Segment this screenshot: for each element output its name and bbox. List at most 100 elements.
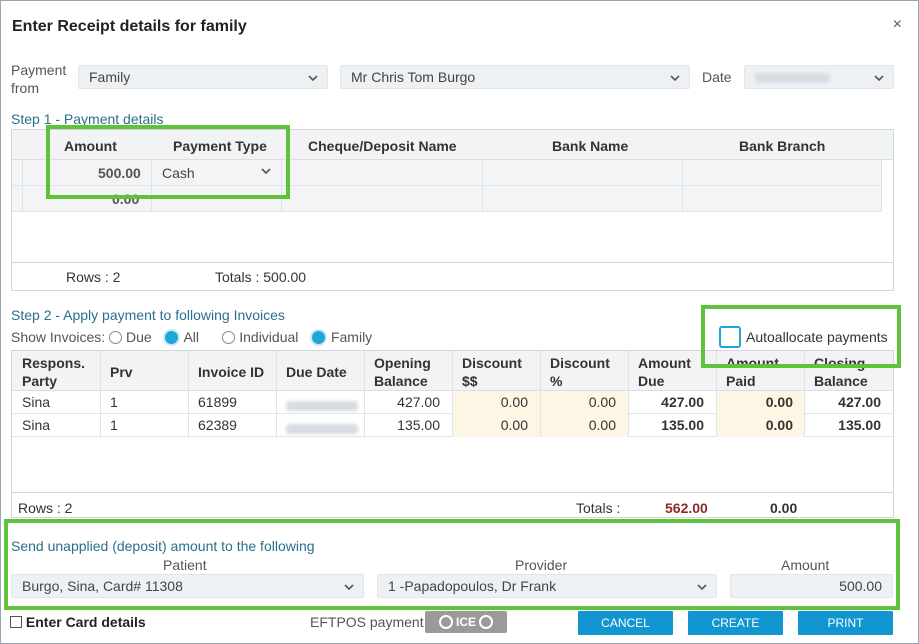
closing-balance-cell: 427.00 — [838, 394, 881, 410]
total-amount-paid: 0.00 — [770, 500, 798, 516]
divider — [281, 160, 282, 212]
invoice-row[interactable]: Sina 1 62389 135.00 0.00 0.00 135.00 0.0… — [12, 414, 893, 437]
provider-label: Provider — [515, 557, 568, 573]
payment-row[interactable]: 0.00 — [12, 186, 881, 212]
divider — [12, 262, 893, 263]
radio-individual-label: Individual — [239, 329, 299, 345]
step1-title: Step 1 - Payment details — [11, 111, 164, 127]
due-date-redacted — [286, 397, 358, 413]
print-button[interactable]: PRINT — [798, 611, 893, 635]
discount-percent-cell[interactable]: 0.00 — [588, 417, 616, 433]
col-amount-due: Amount Due — [638, 355, 691, 389]
payment-from-label: Payment from — [11, 61, 66, 97]
step2-totals-label: Totals : — [576, 500, 621, 516]
payment-amount-cell[interactable]: 500.00 — [98, 165, 141, 181]
cancel-button[interactable]: CANCEL — [578, 611, 673, 635]
due-date-redacted — [286, 420, 358, 436]
chevron-down-icon[interactable] — [260, 164, 272, 180]
invoice-row[interactable]: Sina 1 61899 427.00 0.00 0.00 427.00 0.0… — [12, 391, 893, 414]
chevron-down-icon — [343, 575, 355, 597]
invoice-id-cell: 61899 — [198, 394, 237, 410]
divider — [804, 351, 805, 437]
divider — [482, 160, 483, 212]
divider — [12, 492, 893, 493]
card-details-group[interactable]: Enter Card details — [10, 614, 146, 630]
col-due-date: Due Date — [286, 364, 347, 380]
party-cell: Sina — [22, 417, 51, 433]
provider-value: 1 -Papadopoulos, Dr Frank — [388, 578, 557, 594]
payment-type-cell[interactable]: Cash — [162, 165, 195, 181]
col-invoice-id: Invoice ID — [198, 364, 265, 380]
eftpos-label: EFTPOS payment — [310, 614, 424, 630]
payment-from-label-line2: from — [11, 80, 39, 96]
payment-from-person-value: Mr Chris Tom Burgo — [351, 69, 476, 85]
eftpos-logo-icon[interactable]: ICE — [425, 611, 507, 633]
col-discount-dollars: Discount $$ — [462, 355, 522, 389]
chevron-down-icon — [696, 575, 708, 597]
dialog-title: Enter Receipt details for family — [12, 18, 247, 35]
col-opening-balance: Opening Balance — [374, 355, 431, 389]
discount-cell[interactable]: 0.00 — [500, 394, 528, 410]
show-invoices-label: Show Invoices: — [11, 329, 106, 345]
patient-select[interactable]: Burgo, Sina, Card# 11308 — [11, 574, 364, 598]
card-details-checkbox[interactable] — [10, 616, 22, 628]
editable-cell-bg — [717, 391, 804, 414]
discount-cell[interactable]: 0.00 — [500, 417, 528, 433]
divider — [628, 351, 629, 437]
payment-row[interactable]: 500.00 Cash — [12, 160, 881, 186]
unapplied-amount-input[interactable]: 500.00 — [730, 574, 893, 598]
highlight-box — [701, 305, 901, 368]
amount-paid-cell[interactable]: 0.00 — [765, 394, 793, 410]
radio-individual[interactable] — [222, 331, 236, 344]
create-button[interactable]: CREATE — [688, 611, 783, 635]
step2-rows-count: Rows : 2 — [18, 500, 73, 516]
opening-balance-cell: 427.00 — [397, 394, 440, 410]
provider-select[interactable]: 1 -Papadopoulos, Dr Frank — [377, 574, 717, 598]
radio-all[interactable] — [163, 329, 181, 346]
amount-paid-cell[interactable]: 0.00 — [765, 417, 793, 433]
chevron-down-icon — [307, 66, 319, 88]
divider — [100, 351, 101, 437]
divider — [682, 160, 683, 212]
radio-all-label: All — [183, 329, 199, 345]
editable-cell-bg — [453, 391, 629, 414]
divider — [276, 351, 277, 437]
radio-due-label: Due — [125, 329, 152, 345]
divider — [452, 351, 453, 437]
col-party: Respons. Party — [22, 355, 86, 389]
invoices-grid: Respons. Party Prv Invoice ID Due Date Op… — [11, 350, 894, 518]
radio-family[interactable] — [310, 329, 328, 346]
divider — [716, 351, 717, 437]
autoallocate-label: Autoallocate payments — [746, 329, 888, 345]
divider — [188, 351, 189, 437]
amount-due-cell: 135.00 — [661, 417, 704, 433]
prv-cell: 1 — [110, 417, 118, 433]
payment-from-person-select[interactable]: Mr Chris Tom Burgo — [340, 65, 690, 89]
highlight-box — [4, 519, 900, 610]
prv-cell: 1 — [110, 394, 118, 410]
amount-due-cell: 427.00 — [661, 394, 704, 410]
payment-grid-header: Amount Payment Type Cheque/Deposit Name … — [12, 130, 893, 160]
close-icon[interactable]: × — [892, 16, 902, 33]
date-value-redacted — [755, 73, 830, 84]
eftpos-logo-text: ICE — [455, 615, 476, 629]
divider — [540, 351, 541, 437]
discount-percent-cell[interactable]: 0.00 — [588, 394, 616, 410]
opening-balance-cell: 135.00 — [397, 417, 440, 433]
divider — [151, 160, 152, 212]
col-cheque-name: Cheque/Deposit Name — [308, 138, 457, 154]
radio-family-label: Family — [330, 329, 373, 345]
col-bank-branch: Bank Branch — [739, 138, 826, 154]
highlight-box — [46, 125, 290, 199]
divider — [881, 160, 882, 212]
radio-due[interactable] — [109, 331, 123, 344]
closing-balance-cell: 135.00 — [838, 417, 881, 433]
payment-from-type-select[interactable]: Family — [78, 65, 328, 89]
chevron-down-icon — [873, 66, 885, 88]
party-cell: Sina — [22, 394, 51, 410]
card-details-label: Enter Card details — [25, 614, 146, 630]
autoallocate-checkbox[interactable] — [719, 326, 741, 348]
step1-totals: Totals : 500.00 — [215, 269, 307, 285]
date-select[interactable] — [744, 65, 894, 89]
